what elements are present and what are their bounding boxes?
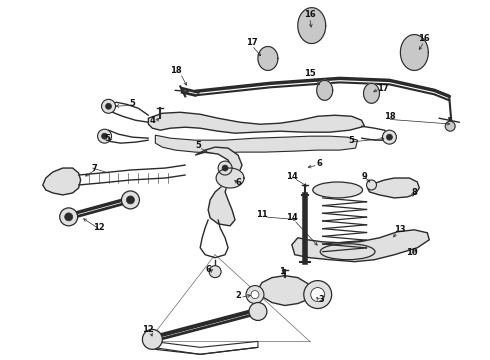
Text: 12: 12 xyxy=(143,325,154,334)
Ellipse shape xyxy=(320,244,375,260)
Text: 18: 18 xyxy=(384,112,395,121)
Text: 3: 3 xyxy=(319,295,324,304)
Circle shape xyxy=(122,191,140,209)
Text: 5: 5 xyxy=(195,141,201,150)
Circle shape xyxy=(101,133,107,139)
Text: 6: 6 xyxy=(235,179,241,188)
Text: 5: 5 xyxy=(104,134,110,143)
Circle shape xyxy=(209,266,221,278)
Text: 14: 14 xyxy=(286,213,298,222)
Polygon shape xyxy=(368,178,419,198)
Polygon shape xyxy=(155,135,358,153)
Polygon shape xyxy=(148,112,365,133)
Text: 4: 4 xyxy=(149,116,155,125)
Polygon shape xyxy=(364,84,379,103)
Polygon shape xyxy=(258,46,278,71)
Circle shape xyxy=(98,129,112,143)
Circle shape xyxy=(445,121,455,131)
Polygon shape xyxy=(43,168,81,195)
Text: 14: 14 xyxy=(286,171,298,180)
Polygon shape xyxy=(317,80,333,100)
Text: 11: 11 xyxy=(256,210,268,219)
Text: 10: 10 xyxy=(406,248,417,257)
Circle shape xyxy=(383,130,396,144)
Circle shape xyxy=(311,288,325,302)
Text: 6: 6 xyxy=(317,158,322,167)
Circle shape xyxy=(304,280,332,309)
Text: 18: 18 xyxy=(171,66,182,75)
Circle shape xyxy=(105,103,112,109)
Polygon shape xyxy=(298,8,326,44)
Text: 12: 12 xyxy=(93,223,104,232)
Ellipse shape xyxy=(313,182,363,198)
Text: 17: 17 xyxy=(377,84,388,93)
Circle shape xyxy=(126,196,134,204)
Circle shape xyxy=(246,285,264,303)
Circle shape xyxy=(65,213,73,221)
Text: 16: 16 xyxy=(418,34,430,43)
Text: 5: 5 xyxy=(129,99,135,108)
Text: 16: 16 xyxy=(304,10,316,19)
Polygon shape xyxy=(292,230,429,262)
Polygon shape xyxy=(195,147,242,226)
Circle shape xyxy=(222,165,228,171)
Polygon shape xyxy=(216,168,244,188)
Text: 17: 17 xyxy=(246,38,258,47)
Circle shape xyxy=(101,99,116,113)
Text: 8: 8 xyxy=(412,188,417,197)
Text: 13: 13 xyxy=(393,225,405,234)
Text: 5: 5 xyxy=(349,136,355,145)
Text: 2: 2 xyxy=(235,291,241,300)
Circle shape xyxy=(367,180,376,190)
Text: 7: 7 xyxy=(92,163,98,172)
Text: 1: 1 xyxy=(279,267,285,276)
Circle shape xyxy=(249,302,267,320)
Circle shape xyxy=(251,291,259,298)
Circle shape xyxy=(218,161,232,175)
Text: 15: 15 xyxy=(304,69,316,78)
Text: 9: 9 xyxy=(362,171,368,180)
Polygon shape xyxy=(400,35,428,71)
Circle shape xyxy=(143,329,162,349)
Circle shape xyxy=(60,208,77,226)
Circle shape xyxy=(387,134,392,140)
Text: 6: 6 xyxy=(205,265,211,274)
Polygon shape xyxy=(258,276,312,306)
